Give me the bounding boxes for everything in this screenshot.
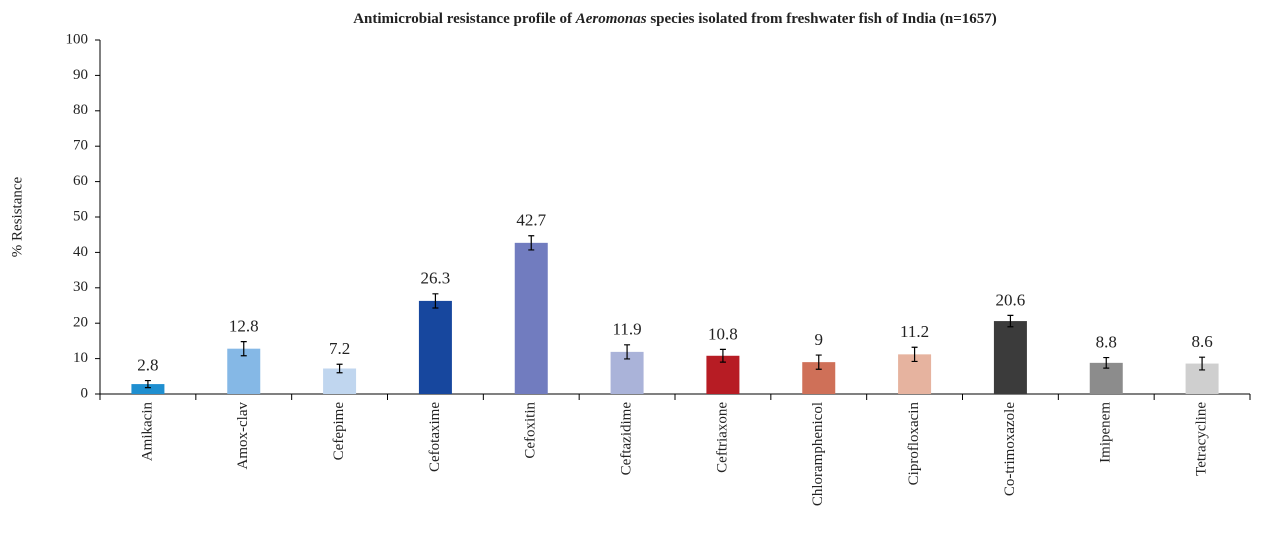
y-tick-label: 100 (66, 31, 89, 47)
value-label: 2.8 (137, 355, 158, 374)
value-label: 11.9 (613, 320, 642, 339)
title-part: species isolated from freshwater fish of… (647, 11, 997, 27)
error-bar (719, 348, 726, 363)
title-part: Antimicrobial resistance profile of (353, 11, 575, 27)
value-label: 11.2 (900, 322, 929, 341)
bar (131, 384, 165, 394)
value-label: 8.6 (1191, 332, 1212, 351)
value-label: 8.8 (1096, 332, 1117, 351)
error-bar (624, 344, 631, 360)
error-bar (528, 235, 535, 251)
y-tick-label: 60 (73, 173, 88, 189)
x-tick-label: Ciprofloxacin (906, 402, 922, 486)
y-axis-label: % Resistance (9, 176, 25, 257)
value-label: 9 (815, 330, 824, 349)
title-part: Aeromonas (575, 11, 647, 27)
error-bar (336, 363, 343, 374)
bar (418, 300, 452, 394)
y-tick-label: 10 (73, 350, 88, 366)
bar (993, 321, 1027, 394)
error-bar (432, 293, 439, 309)
y-tick-label: 90 (73, 67, 88, 83)
x-tick-label: Cefepime (331, 402, 347, 461)
x-tick-label: Co-trimoxazole (1002, 402, 1018, 496)
x-tick-label: Cefoxitin (523, 402, 539, 459)
x-tick-label: Amikacin (139, 402, 155, 462)
value-label: 12.8 (229, 317, 259, 336)
x-tick-label: Chloramphenicol (810, 402, 826, 506)
y-tick-label: 30 (73, 279, 88, 295)
x-tick-label: Tetracycline (1194, 402, 1210, 476)
y-tick-label: 20 (73, 315, 88, 331)
x-tick-label: Amox-clav (235, 402, 251, 470)
error-bar (815, 354, 822, 370)
error-bar (1199, 356, 1206, 371)
value-label: 42.7 (516, 211, 546, 230)
value-label: 10.8 (708, 324, 738, 343)
bar (514, 242, 548, 394)
x-tick-label: Ceftazidime (619, 402, 635, 476)
x-tick-label: Imipenem (1098, 402, 1114, 463)
value-label: 26.3 (421, 269, 451, 288)
y-tick-label: 50 (73, 208, 88, 224)
y-tick-label: 70 (73, 138, 88, 154)
value-label: 20.6 (996, 290, 1026, 309)
error-bar (1103, 356, 1110, 369)
y-tick-label: 40 (73, 244, 88, 260)
chart-title: Antimicrobial resistance profile of Aero… (353, 11, 997, 27)
error-bar (144, 379, 151, 389)
y-tick-label: 0 (81, 385, 89, 401)
error-bar (911, 346, 918, 363)
x-tick-label: Ceftriaxone (714, 402, 730, 473)
error-bar (1007, 314, 1014, 328)
value-label: 7.2 (329, 339, 350, 358)
y-tick-label: 80 (73, 102, 88, 118)
error-bar (240, 341, 247, 357)
x-tick-label: Cefotaxime (427, 402, 443, 472)
